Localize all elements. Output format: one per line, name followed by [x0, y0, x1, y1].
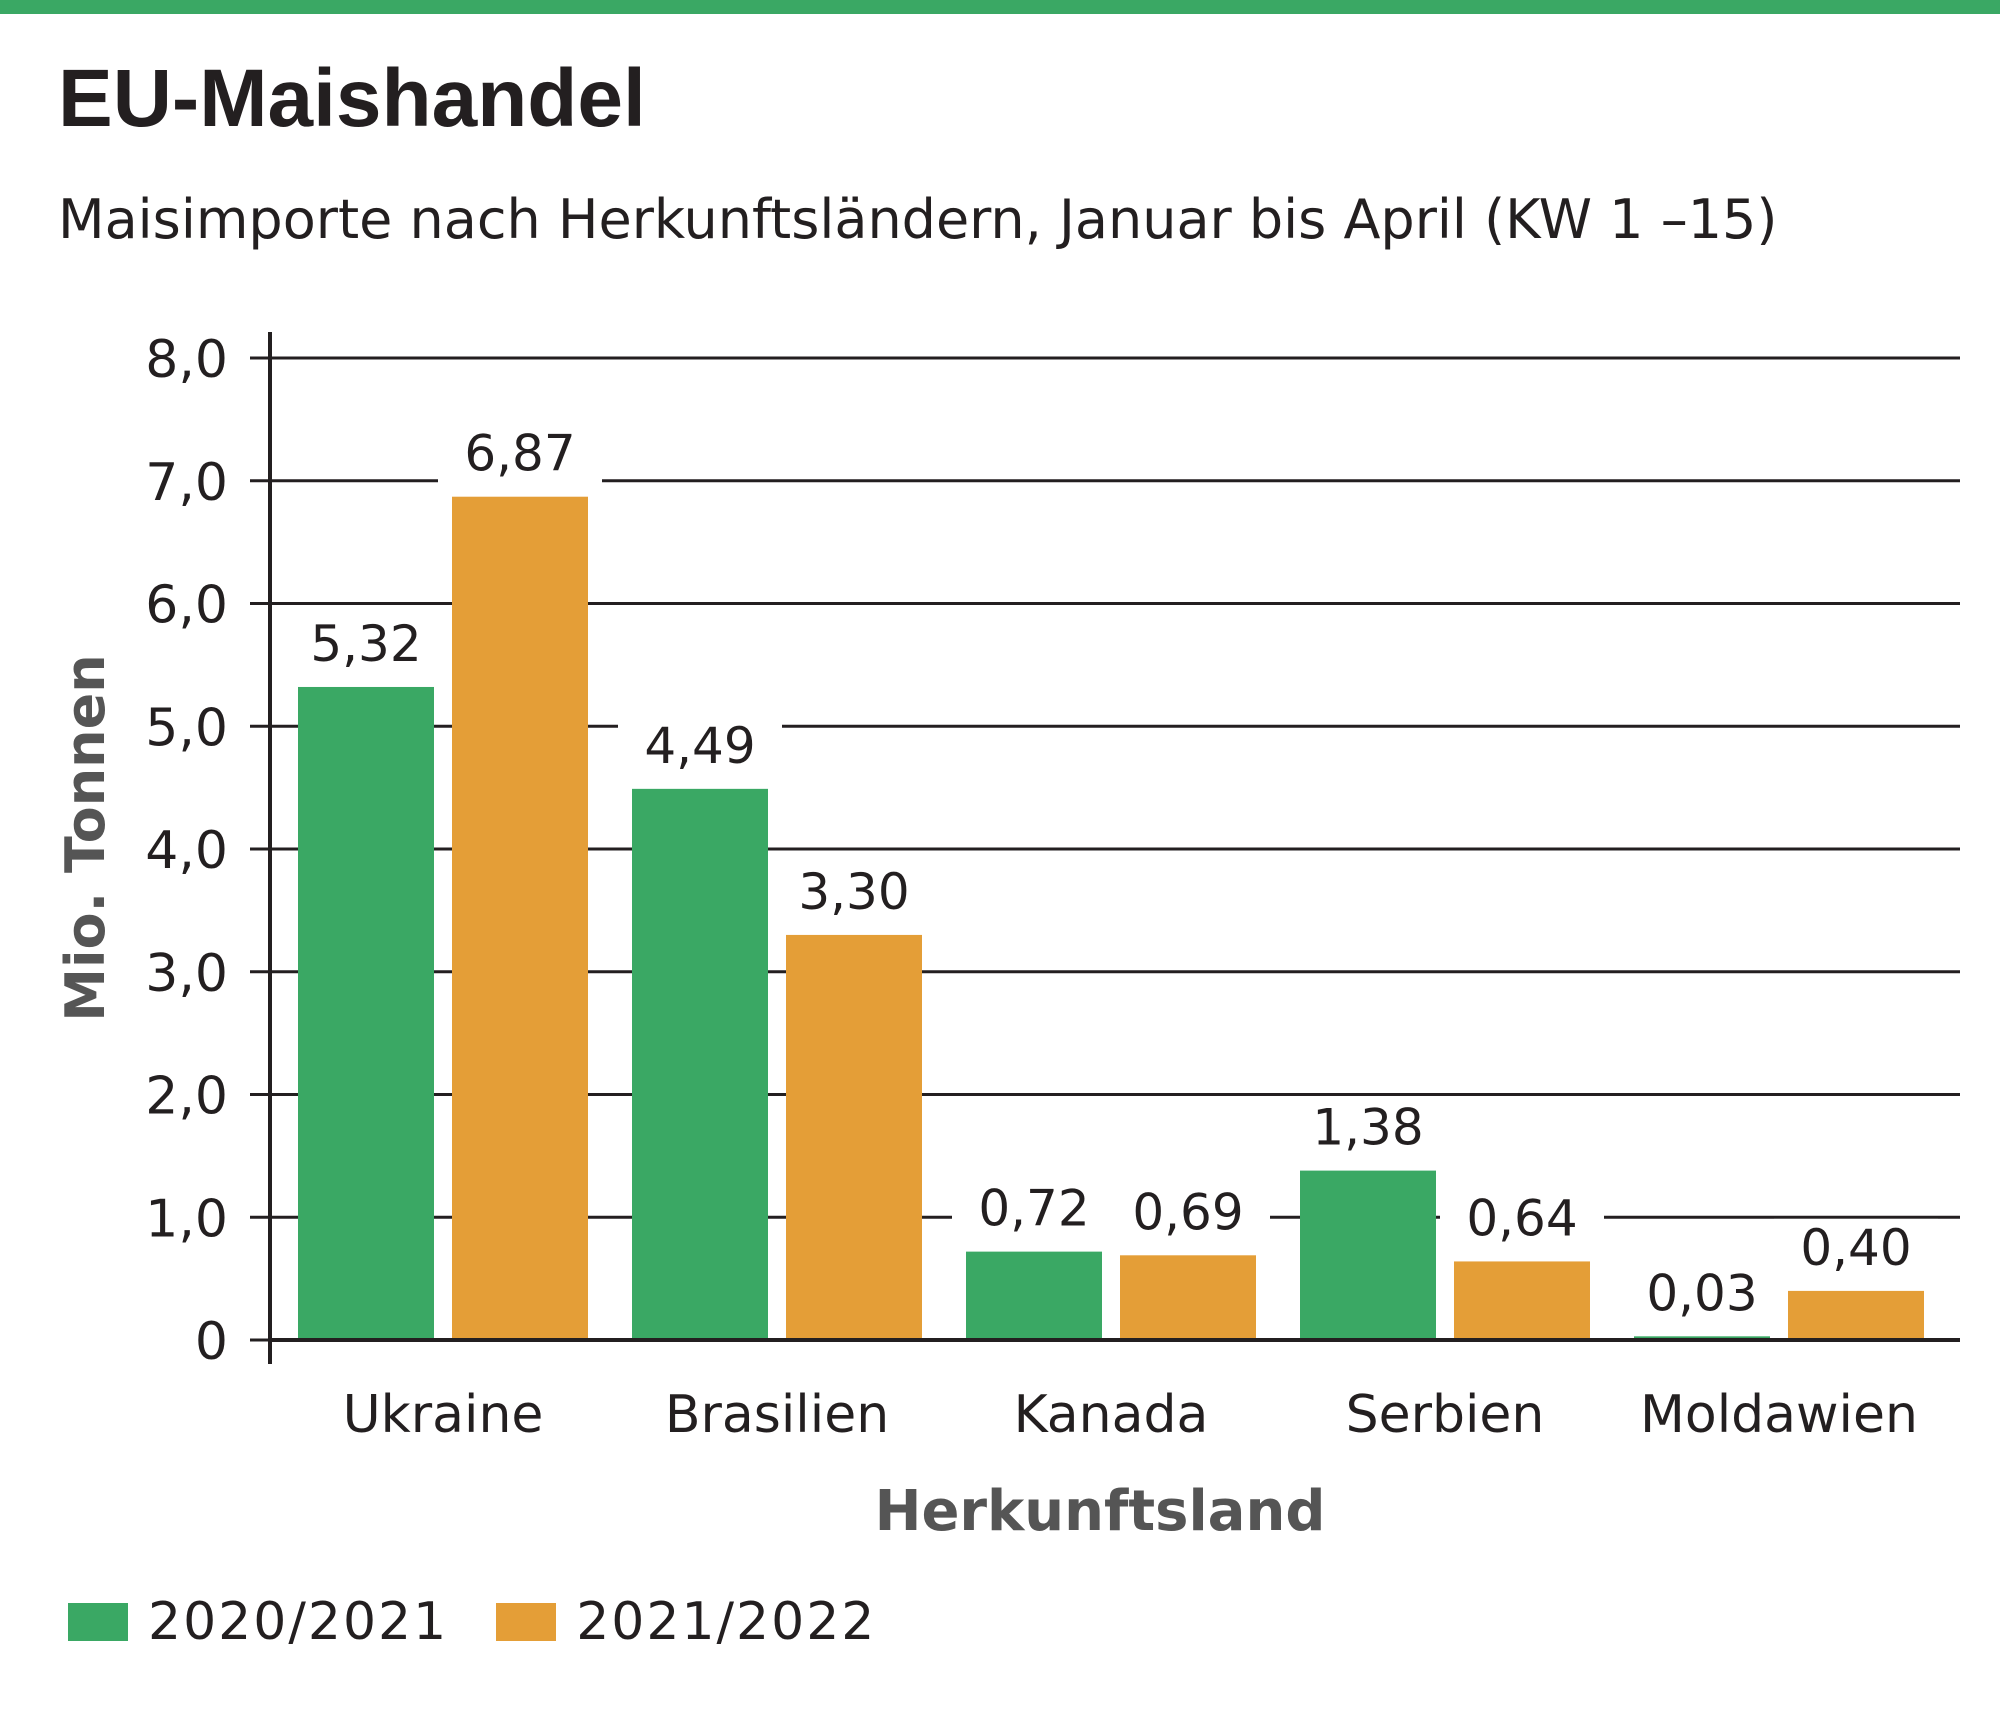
value-label: 0,03 — [1646, 1264, 1757, 1322]
y-tick-label: 6,0 — [145, 576, 228, 636]
y-tick-label: 0 — [195, 1312, 228, 1372]
value-label: 0,69 — [1132, 1183, 1243, 1241]
y-tick-label: 2,0 — [145, 1067, 228, 1127]
value-label-backdrop — [1774, 1218, 1938, 1279]
legend-label: 2021/2022 — [576, 1592, 877, 1652]
x-tick-label: Serbien — [1346, 1385, 1545, 1445]
legend-item-2021-2022: 2021/2022 — [496, 1592, 876, 1652]
value-label: 6,87 — [464, 425, 575, 483]
bar-kanada-2020-2021 — [966, 1251, 1102, 1340]
bar-serbien-2020-2021 — [1300, 1170, 1436, 1340]
x-axis-tick-labels: Ukraine Brasilien Kanada Serbien Moldawien — [343, 1385, 1918, 1445]
legend-item-2020-2021: 2020/2021 — [68, 1592, 448, 1652]
x-tick-label: Moldawien — [1640, 1385, 1918, 1445]
y-tick-label: 4,0 — [145, 821, 228, 881]
bar-kanada-2021-2022 — [1120, 1255, 1256, 1340]
x-tick-label: Kanada — [1014, 1385, 1209, 1445]
legend-label: 2020/2021 — [148, 1592, 449, 1652]
bar-ukraine-2021-2022 — [452, 496, 588, 1340]
chart-subtitle: Maisimporte nach Herkunftsländern, Janua… — [58, 188, 1778, 251]
bar-brasilien-2020-2021 — [632, 788, 768, 1340]
value-label-backdrop — [284, 614, 448, 675]
y-tick-label: 3,0 — [145, 944, 228, 1004]
bar-brasilien-2021-2022 — [786, 934, 922, 1340]
bar-ukraine-2020-2021 — [298, 686, 434, 1340]
bar-serbien-2021-2022 — [1454, 1261, 1590, 1340]
value-label: 4,49 — [644, 717, 755, 775]
top-accent-bar — [0, 0, 2000, 14]
value-label: 5,32 — [310, 615, 421, 673]
y-tick-label: 8,0 — [145, 330, 228, 390]
value-label-backdrop — [952, 1179, 1116, 1240]
value-label-backdrop — [772, 862, 936, 923]
y-tick-label: 1,0 — [145, 1189, 228, 1249]
value-label: 1,38 — [1312, 1099, 1423, 1157]
value-label-backdrop — [618, 716, 782, 777]
value-label-backdrop — [1440, 1189, 1604, 1250]
y-tick-label: 7,0 — [145, 453, 228, 513]
x-tick-label: Ukraine — [343, 1385, 544, 1445]
x-axis-label: Herkunftsland — [875, 1479, 1326, 1544]
chart-title: EU-Maishandel — [58, 53, 646, 144]
value-label: 0,64 — [1466, 1189, 1577, 1247]
legend-swatch-green — [68, 1603, 128, 1641]
value-label-backdrop — [1620, 1264, 1784, 1325]
value-label-backdrop — [438, 424, 602, 485]
bar-moldawien-2021-2022 — [1788, 1290, 1924, 1340]
value-label: 0,72 — [978, 1180, 1089, 1238]
value-labels: 5,32 6,87 4,49 3,30 0,72 0,69 1,38 0,64 0,03 0,40 — [284, 424, 1938, 1325]
bars — [298, 496, 1924, 1340]
y-axis-ticks: 0 1,0 2,0 3,0 4,0 5,0 6,0 7,0 8,0 — [145, 330, 270, 1372]
value-label-backdrop — [1106, 1183, 1270, 1244]
value-label-backdrop — [1286, 1098, 1450, 1159]
y-tick-label: 5,0 — [145, 698, 228, 758]
legend: 2020/2021 2021/2022 — [68, 1592, 924, 1652]
value-label: 0,40 — [1800, 1219, 1911, 1277]
value-label: 3,30 — [798, 863, 909, 921]
y-axis-label: Mio. Tonnen — [54, 654, 117, 1021]
x-tick-label: Brasilien — [665, 1385, 889, 1445]
legend-swatch-orange — [496, 1603, 557, 1641]
